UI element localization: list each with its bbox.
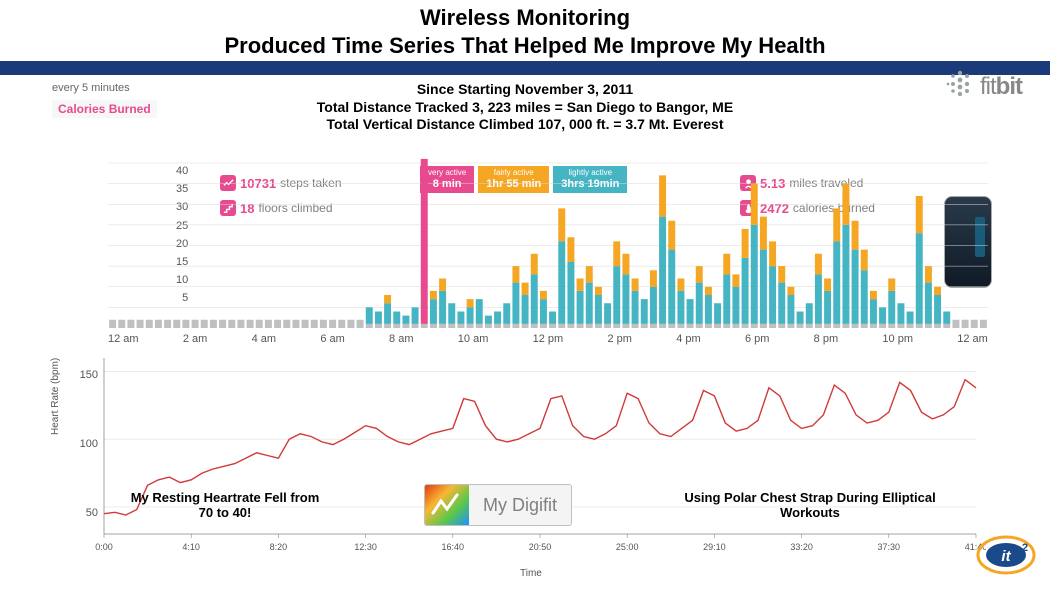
activity-bar-chart bbox=[108, 155, 988, 330]
digifit-badge: My Digifit bbox=[424, 484, 572, 526]
summary-line-2: Total Distance Tracked 3, 223 miles = Sa… bbox=[0, 99, 1050, 117]
chart2-y-label: Heart Rate (bpm) bbox=[50, 358, 61, 435]
svg-text:12:30: 12:30 bbox=[354, 542, 377, 552]
summary-line-3: Total Vertical Distance Climbed 107, 000… bbox=[0, 116, 1050, 134]
slide-title: Wireless Monitoring Produced Time Series… bbox=[0, 0, 1050, 75]
fitbit-dots-icon bbox=[946, 70, 974, 105]
svg-text:8:20: 8:20 bbox=[270, 542, 288, 552]
every-5-min-label: every 5 minutes bbox=[52, 82, 130, 94]
title-underline bbox=[0, 61, 1050, 75]
title-line-1: Wireless Monitoring bbox=[420, 5, 630, 30]
summary-line-1: Since Starting November 3, 2011 bbox=[0, 81, 1050, 99]
resting-heartrate-note: My Resting Heartrate Fell from 70 to 40! bbox=[130, 490, 320, 520]
svg-text:37:30: 37:30 bbox=[878, 542, 901, 552]
svg-text:2: 2 bbox=[1022, 542, 1028, 554]
chart1-x-axis: 12 am2 am4 am6 am8 am10 am12 pm2 pm4 pm6… bbox=[108, 333, 988, 345]
digifit-logo-icon bbox=[425, 485, 469, 525]
summary-block: Since Starting November 3, 2011 Total Di… bbox=[0, 75, 1050, 136]
digifit-label: My Digifit bbox=[469, 495, 571, 516]
title-line-2: Produced Time Series That Helped Me Impr… bbox=[224, 33, 825, 58]
svg-text:33:20: 33:20 bbox=[790, 542, 813, 552]
fitbit-word-2: bit bbox=[996, 73, 1022, 100]
it2-logo: it 2 bbox=[974, 533, 1038, 582]
svg-text:0:00: 0:00 bbox=[95, 542, 113, 552]
svg-text:it: it bbox=[1001, 548, 1011, 565]
fitbit-logo: fitbit bbox=[946, 70, 1022, 105]
svg-text:16:40: 16:40 bbox=[442, 542, 465, 552]
calories-burned-label: Calories Burned bbox=[52, 100, 157, 118]
svg-text:29:10: 29:10 bbox=[703, 542, 726, 552]
svg-text:4:10: 4:10 bbox=[182, 542, 200, 552]
chart2-x-label: Time bbox=[520, 568, 542, 579]
fitbit-word-1: fit bbox=[980, 73, 996, 100]
svg-text:20:50: 20:50 bbox=[529, 542, 552, 552]
heart-rate-line-chart: 0:00 4:10 8:20 12:30 16:40 20:50 25:00 29:10 33:… bbox=[86, 352, 986, 562]
polar-strap-note: Using Polar Chest Strap During Elliptica… bbox=[680, 490, 940, 520]
svg-text:25:00: 25:00 bbox=[616, 542, 639, 552]
